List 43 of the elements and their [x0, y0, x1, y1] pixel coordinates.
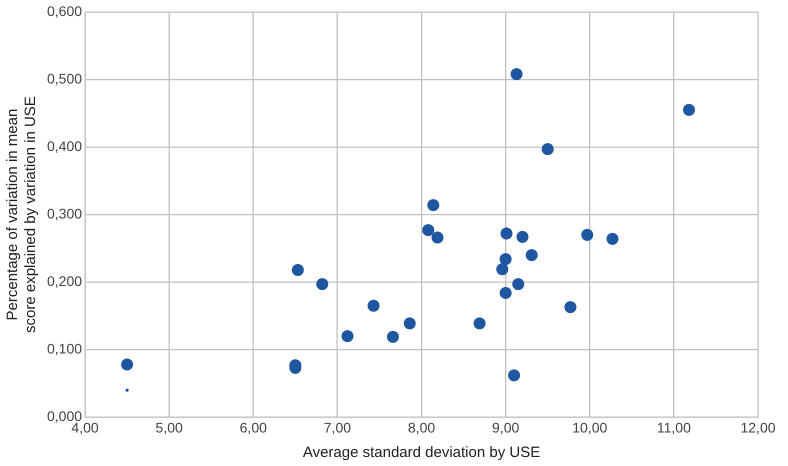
y-axis-title: Percentage of variation in mean score explained by variation in USE	[4, 96, 40, 333]
point	[121, 358, 134, 371]
point	[500, 286, 512, 299]
x-tick-label: 7,00	[324, 419, 352, 436]
point	[510, 68, 523, 80]
point	[432, 232, 444, 244]
y-tick-label: 0,600	[46, 2, 82, 19]
point	[474, 317, 486, 330]
y-tick-label: 0,000	[46, 408, 82, 424]
x-tick-label: 10,00	[572, 419, 608, 436]
point	[581, 228, 594, 241]
y-tick-label: 0,100	[46, 340, 82, 357]
point	[500, 253, 512, 266]
x-tick-label: 8,00	[408, 419, 436, 436]
point	[683, 104, 696, 116]
y-tick-label: 0,500	[46, 70, 82, 86]
x-tick-label: 11,00	[656, 419, 692, 436]
point	[516, 230, 528, 243]
point	[606, 232, 618, 245]
x-axis-title: Average standard deviation by USE	[302, 444, 540, 462]
point	[125, 388, 129, 392]
y-tick-label: 0,200	[46, 272, 82, 289]
x-tick-label: 12,00	[740, 419, 776, 436]
point	[341, 330, 354, 342]
y-tick-label: 0,300	[46, 205, 82, 222]
point	[316, 278, 328, 290]
x-tick-label: 5,00	[156, 419, 183, 436]
point	[542, 143, 554, 156]
x-tick-label: 9,00	[492, 419, 520, 436]
point	[368, 300, 380, 312]
point	[564, 301, 576, 314]
point	[427, 199, 440, 212]
point	[422, 224, 434, 236]
point	[500, 228, 512, 240]
point	[512, 278, 524, 290]
point	[404, 317, 416, 330]
point	[496, 263, 508, 276]
point	[386, 330, 399, 343]
point	[292, 264, 304, 276]
x-tick-label: 6,00	[240, 419, 268, 436]
y-tick-label: 0,400	[46, 138, 82, 154]
point	[508, 369, 520, 382]
point	[526, 249, 538, 262]
